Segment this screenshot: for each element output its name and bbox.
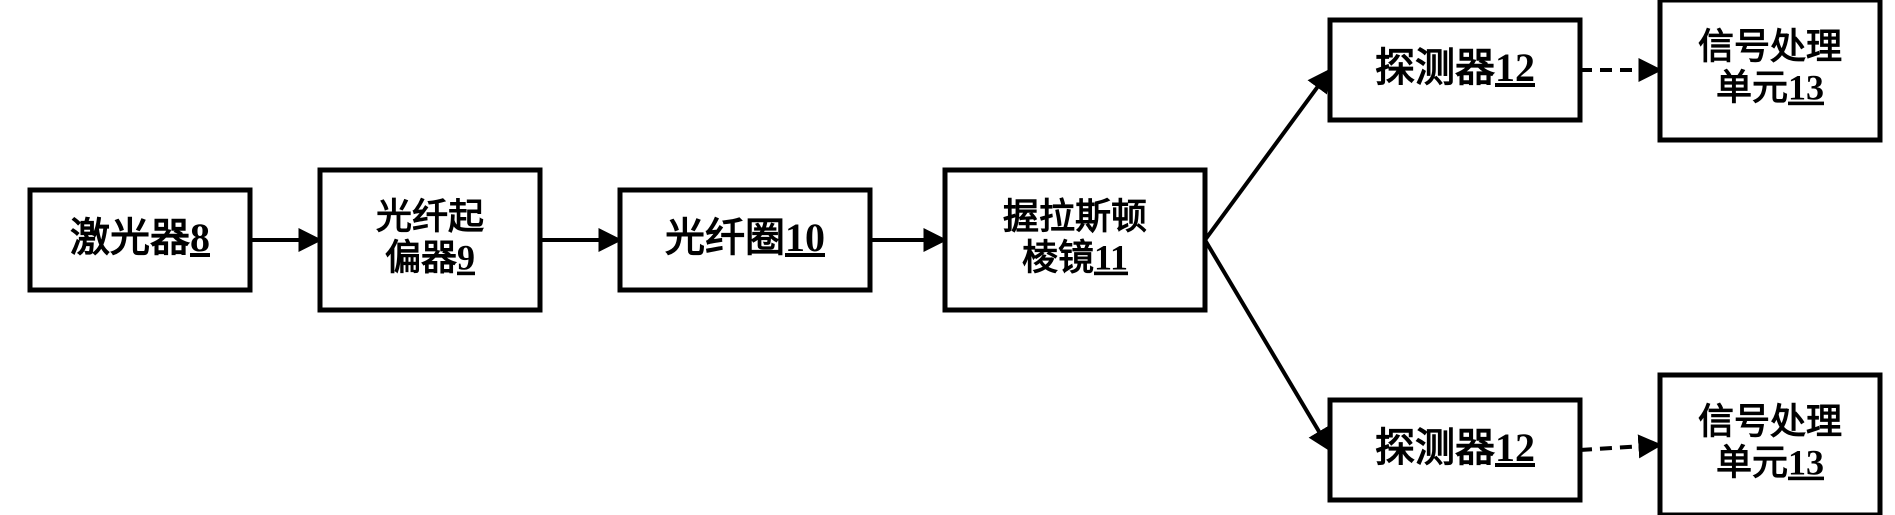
node-polarizer: 光纤起偏器9 [320,170,540,310]
node-det_top: 探测器12 [1330,20,1580,120]
svg-text:偏器9: 偏器9 [385,238,475,278]
node-sig_top: 信号处理单元13 [1660,0,1880,140]
node-coil: 光纤圈10 [620,190,870,290]
svg-text:信号处理: 信号处理 [1698,26,1842,66]
node-laser: 激光器8 [30,190,250,290]
svg-text:握拉斯顿: 握拉斯顿 [1003,196,1147,236]
svg-text:棱镜11: 棱镜11 [1022,238,1128,278]
svg-text:激光器8: 激光器8 [70,215,210,260]
svg-text:探测器12: 探测器12 [1375,425,1535,470]
svg-text:单元13: 单元13 [1716,443,1824,483]
svg-text:光纤起: 光纤起 [376,196,485,236]
edge-det_bot-sig_bot [1580,445,1660,450]
svg-text:光纤圈10: 光纤圈10 [665,215,825,260]
node-sig_bot: 信号处理单元13 [1660,375,1880,515]
svg-text:探测器12: 探测器12 [1375,45,1535,90]
edge-prism-det_bot [1205,240,1330,450]
svg-text:信号处理: 信号处理 [1698,401,1842,441]
node-det_bot: 探测器12 [1330,400,1580,500]
node-prism: 握拉斯顿棱镜11 [945,170,1205,310]
svg-text:单元13: 单元13 [1716,68,1824,108]
edge-prism-det_top [1205,70,1330,240]
